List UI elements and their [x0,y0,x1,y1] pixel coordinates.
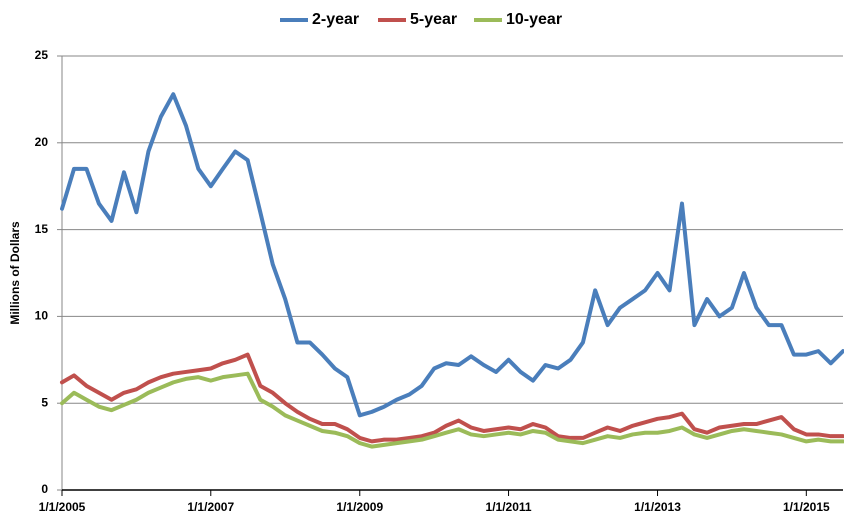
x-tick-label: 1/1/2007 [187,500,234,514]
x-tick-label: 1/1/2015 [783,500,830,514]
legend-label: 5-year [410,11,457,28]
y-axis-label: Millions of Dollars [8,221,22,325]
y-tick-label: 0 [41,482,48,496]
x-tick-label: 1/1/2013 [634,500,681,514]
y-tick-label: 20 [35,135,49,149]
y-tick-label: 5 [41,395,48,409]
series-line [60,371,844,449]
series-line [60,92,844,418]
series-line [60,352,844,444]
x-tick-label: 1/1/2005 [39,500,86,514]
y-tick-label: 10 [35,309,49,323]
y-tick-label: 25 [35,48,49,62]
y-tick-label: 15 [35,222,49,236]
x-tick-label: 1/1/2009 [336,500,383,514]
x-tick-label: 1/1/2011 [486,500,532,514]
legend-label: 10-year [506,11,562,28]
legend-label: 2-year [312,11,359,28]
